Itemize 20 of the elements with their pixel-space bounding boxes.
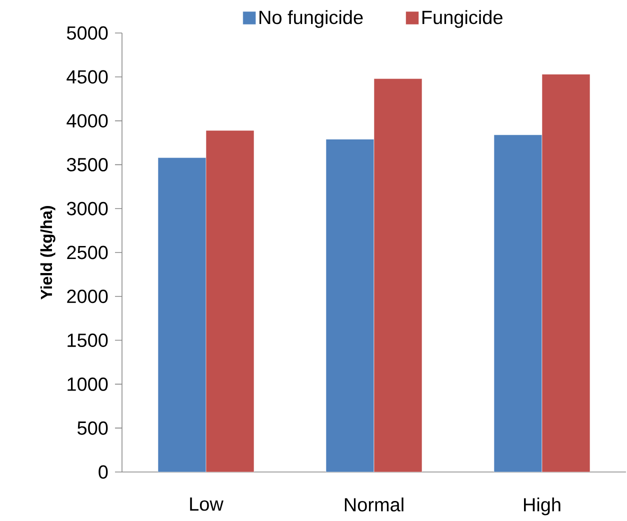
y-tick-label: 3500 xyxy=(66,158,108,172)
y-tick-label: 3000 xyxy=(66,202,108,216)
y-tick-label: 5000 xyxy=(66,26,108,40)
y-axis-title: Yield (kg/ha) xyxy=(40,206,56,300)
y-tick-label: 500 xyxy=(78,421,108,435)
y-tick-label: 2000 xyxy=(67,290,108,304)
y-tick-label: 4000 xyxy=(66,114,108,128)
legend-label: Fungicide xyxy=(422,10,502,28)
bar xyxy=(326,139,374,472)
y-tick-label: 0 xyxy=(98,465,108,479)
y-tick-label: 1000 xyxy=(68,377,108,391)
y-tick-label: 2500 xyxy=(67,246,108,260)
bar xyxy=(158,158,206,472)
x-tick-label: High xyxy=(524,498,560,516)
y-tick-label: 1500 xyxy=(68,334,108,348)
y-tick-label: 4500 xyxy=(66,70,108,84)
x-tick-label: Low xyxy=(190,498,224,511)
bar xyxy=(494,134,542,472)
legend-label: No fungicide xyxy=(260,10,363,28)
x-tick-label: Normal xyxy=(344,498,404,512)
